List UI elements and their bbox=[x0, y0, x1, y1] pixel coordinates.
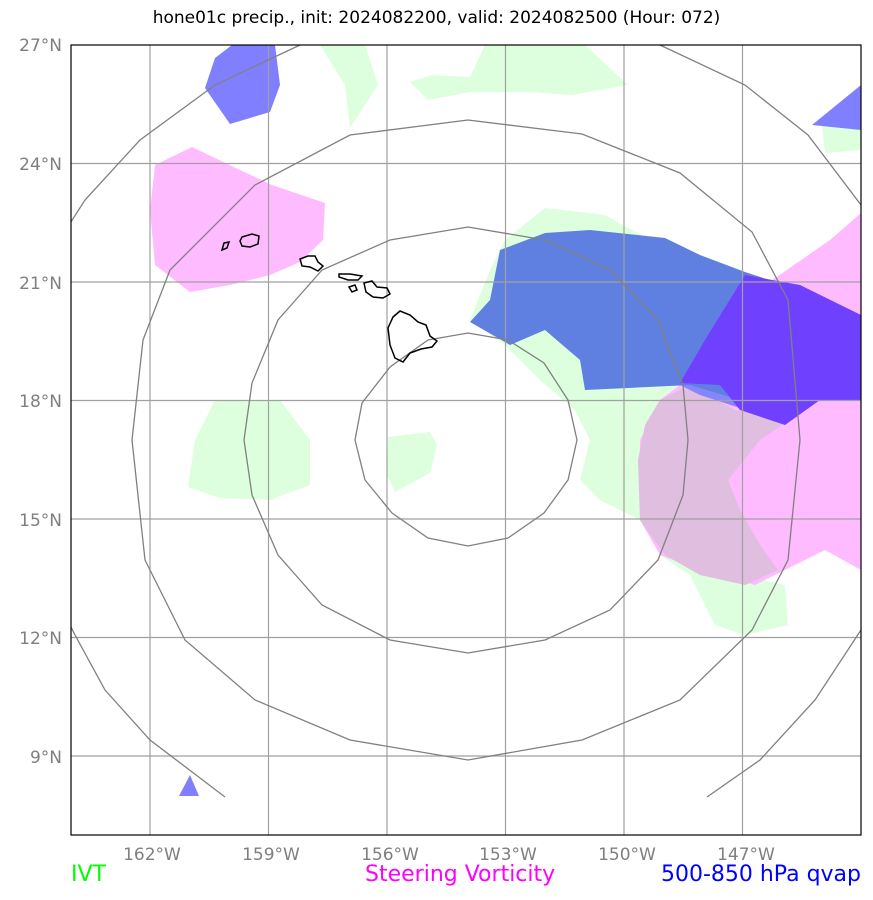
lon-tick-label: 150°W bbox=[598, 845, 656, 865]
range-ring bbox=[354, 332, 578, 547]
lat-tick-label: 24°N bbox=[19, 155, 62, 175]
lat-tick-label: 18°N bbox=[19, 392, 62, 412]
ivt-region bbox=[320, 45, 378, 128]
map-title: hone01c precip., init: 2024082200, valid… bbox=[152, 8, 721, 28]
range-rings bbox=[71, 45, 861, 798]
ivt-region bbox=[410, 45, 628, 100]
lon-tick-label: 159°W bbox=[242, 845, 300, 865]
qvap-strong-region bbox=[680, 275, 861, 425]
legend-ivt: IVT bbox=[71, 862, 106, 887]
ivt-region bbox=[188, 400, 310, 500]
legend-steering-vorticity: Steering Vorticity bbox=[365, 862, 556, 887]
lat-lon-grid bbox=[71, 45, 861, 835]
lon-tick-labels: 162°W 159°W 156°W 153°W 150°W 147°W bbox=[123, 845, 775, 865]
range-ring bbox=[657, 45, 861, 207]
vorticity-region bbox=[150, 147, 325, 292]
qvap-region bbox=[812, 85, 861, 130]
island-molokai bbox=[338, 273, 364, 281]
lon-tick-label: 147°W bbox=[717, 845, 775, 865]
lat-tick-label: 15°N bbox=[19, 511, 62, 531]
lat-tick-labels: 27°N 24°N 21°N 18°N 15°N 12°N 9°N bbox=[19, 36, 62, 768]
island-maui bbox=[363, 280, 391, 299]
island-kauai bbox=[239, 233, 260, 248]
island-niihau bbox=[220, 241, 231, 252]
lat-tick-label: 9°N bbox=[30, 748, 62, 768]
lat-tick-label: 21°N bbox=[19, 274, 62, 294]
qvap-region bbox=[179, 775, 199, 796]
range-ring bbox=[131, 119, 801, 761]
qvap-region bbox=[205, 45, 280, 124]
lon-tick-label: 156°W bbox=[361, 845, 419, 865]
vorticity-ivt-overlap bbox=[638, 385, 790, 585]
range-ring bbox=[71, 45, 302, 223]
lat-tick-label: 12°N bbox=[19, 629, 62, 649]
range-ring bbox=[71, 625, 226, 798]
island-lanai bbox=[347, 284, 358, 293]
lon-tick-label: 162°W bbox=[123, 845, 181, 865]
map-frame bbox=[70, 44, 862, 836]
range-ring bbox=[243, 226, 689, 654]
island-oahu bbox=[299, 255, 325, 272]
lon-tick-label: 153°W bbox=[479, 845, 537, 865]
island-hawaii bbox=[387, 310, 439, 363]
ivt-region bbox=[387, 432, 437, 492]
lat-tick-label: 27°N bbox=[19, 36, 62, 56]
map-plot-area bbox=[71, 45, 861, 835]
legend-qvap: 500-850 hPa qvap bbox=[660, 862, 861, 887]
range-ring bbox=[706, 628, 861, 798]
hawaiian-islands-coastline bbox=[220, 233, 439, 363]
